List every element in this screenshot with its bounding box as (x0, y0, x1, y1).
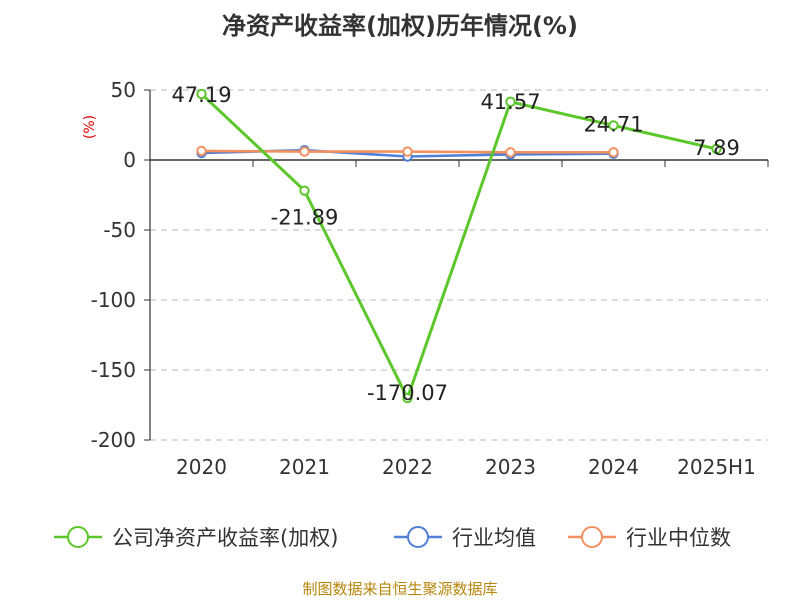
data-label: 7.89 (693, 136, 740, 160)
data-label: -170.07 (367, 381, 448, 405)
legend-marker (581, 526, 603, 548)
data-label: 47.19 (171, 83, 231, 107)
data-label: -21.89 (271, 206, 339, 230)
legend-item[interactable]: 公司净资产收益率(加权) (54, 526, 338, 550)
y-tick-label: -50 (103, 218, 136, 242)
y-tick-label: -200 (91, 428, 136, 452)
legend-label: 行业中位数 (626, 526, 731, 550)
y-tick-label: 0 (123, 148, 136, 172)
y-tick-label: 50 (111, 78, 136, 102)
series-0 (196, 88, 722, 404)
data-point (299, 185, 310, 196)
data-point (608, 120, 619, 131)
y-tick-label: -100 (91, 288, 136, 312)
data-point (608, 147, 619, 158)
x-tick-label: 2025H1 (677, 455, 756, 479)
data-point (711, 143, 722, 155)
x-tick-label: 2020 (176, 455, 227, 479)
legend-marker (407, 526, 429, 548)
legend: 公司净资产收益率(加权) 行业均值 行业中位数 (54, 526, 731, 550)
axes: 50 0 -50 -100 -150 -200 2020 2021 2022 2023 2024 20… (91, 78, 769, 479)
data-point (196, 88, 207, 100)
source-note: 制图数据来自恒生聚源数据库 (302, 580, 497, 598)
legend-item[interactable]: 行业中位数 (568, 526, 731, 550)
x-tick-label: 2021 (279, 455, 330, 479)
x-tick-label: 2024 (588, 455, 639, 479)
series-2 (196, 145, 619, 158)
y-tick-label: -150 (91, 358, 136, 382)
chart-title: 净资产收益率(加权)历年情况(%) (222, 12, 578, 40)
data-point (196, 145, 207, 157)
y-axis-unit: (%) (82, 115, 98, 139)
data-point (299, 146, 310, 157)
data-point (505, 147, 516, 158)
series-layer (196, 88, 722, 404)
legend-marker (67, 526, 89, 548)
data-label: 41.57 (480, 90, 540, 114)
data-labels: 47.19 -21.89 -170.07 41.57 24.71 7.89 (171, 83, 739, 405)
data-point (402, 392, 413, 404)
series-line (200, 92, 717, 400)
data-point (505, 96, 516, 108)
legend-label: 公司净资产收益率(加权) (112, 526, 338, 550)
legend-item[interactable]: 行业均值 (394, 526, 536, 550)
x-tick-label: 2022 (382, 455, 433, 479)
data-label: 24.71 (583, 112, 643, 136)
grid-lines (150, 89, 768, 441)
x-tick-label: 2023 (485, 455, 536, 479)
data-point (402, 146, 413, 157)
legend-label: 行业均值 (452, 526, 536, 550)
